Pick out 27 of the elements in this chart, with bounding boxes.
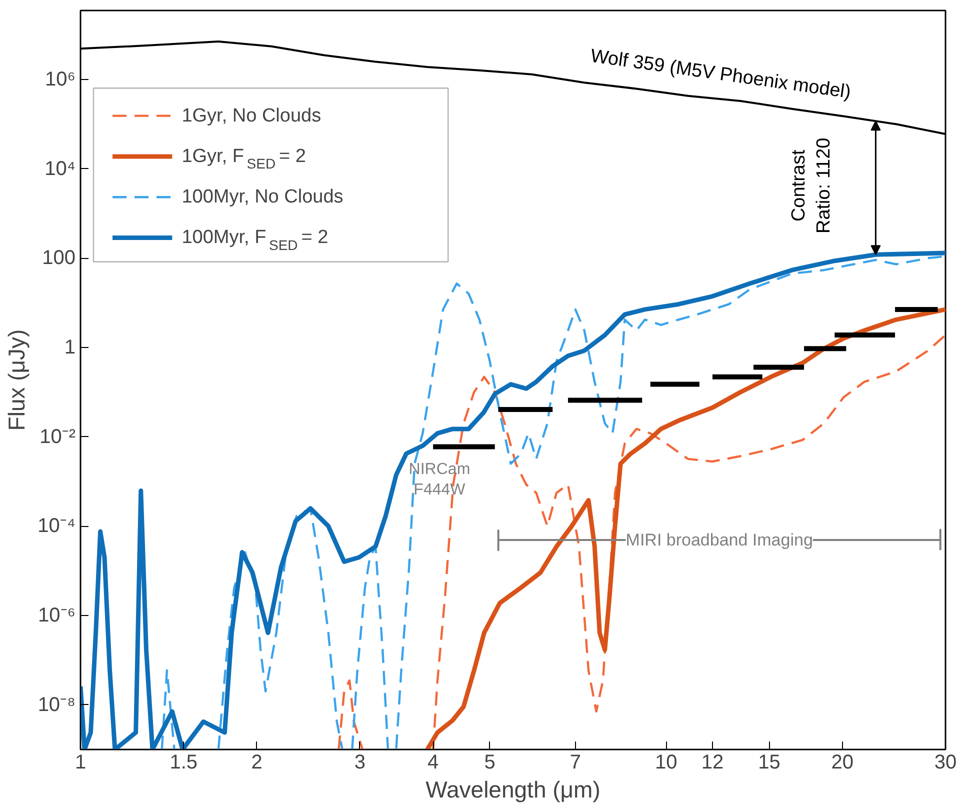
x-tick-label: 20	[831, 752, 854, 774]
legend-label: 1Gyr, No Clouds	[182, 105, 322, 126]
annotation: NIRCam F444W	[408, 461, 470, 498]
y-tick-label: 100	[42, 247, 76, 270]
y-tick-label: 10⁻⁸	[38, 694, 76, 716]
x-tick-label: 7	[570, 752, 581, 774]
x-axis-title: Wavelength (μm)	[426, 776, 600, 802]
y-tick-label: 10⁶	[45, 68, 76, 90]
annotation: MIRI broadband Imaging	[626, 530, 813, 550]
y-tick-label: 10⁻²	[40, 426, 76, 448]
x-tick-label: 10	[654, 752, 678, 774]
annotation: Contrast Ratio: 1120	[788, 138, 835, 234]
y-tick-label: 10⁻⁴	[38, 515, 76, 538]
y-axis-title: Flux (μJy)	[4, 329, 30, 431]
x-tick-label: 15	[758, 752, 780, 774]
x-tick-label: 30	[934, 752, 957, 774]
x-tick-label: 1.5	[170, 752, 198, 774]
y-tick-label: 10⁴	[44, 158, 76, 180]
legend-label: 100Myr, No Clouds	[182, 186, 344, 208]
x-tick-label: 2	[251, 752, 262, 774]
y-tick-label: 1	[64, 336, 76, 358]
x-tick-label: 4	[428, 752, 439, 774]
x-tick-label: 12	[701, 752, 724, 774]
annotation: Wolf 359 (M5V Phoenix model)	[589, 46, 852, 104]
y-tick-label: 10⁻⁶	[38, 604, 76, 626]
x-tick-label: 3	[354, 752, 366, 774]
x-tick-label: 5	[484, 752, 496, 774]
